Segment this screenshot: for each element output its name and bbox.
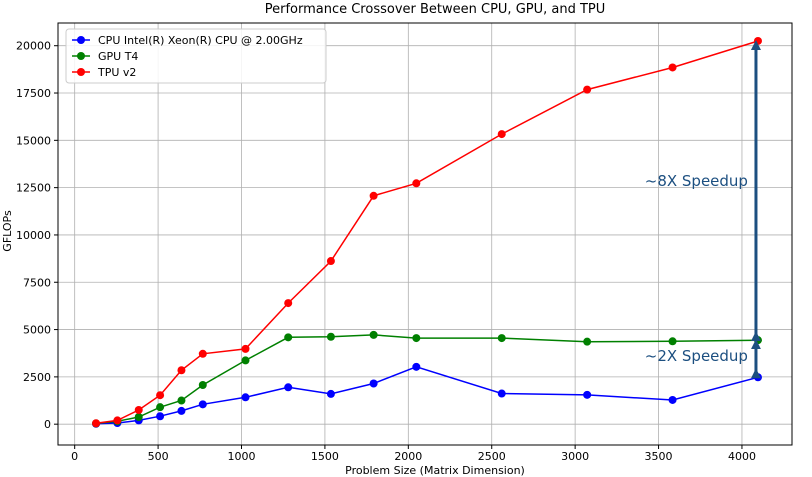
y-tick-label: 5000 <box>23 324 51 337</box>
y-tick-label: 12500 <box>16 182 51 195</box>
x-tick-label: 3000 <box>561 450 589 463</box>
data-point <box>156 391 165 400</box>
legend-entry: GPU T4 <box>98 50 138 63</box>
x-tick-label: 0 <box>71 450 78 463</box>
data-point <box>753 373 762 382</box>
data-point <box>241 344 250 353</box>
data-point <box>412 362 421 371</box>
y-tick-label: 2500 <box>23 371 51 384</box>
data-point <box>369 191 378 200</box>
series-1 <box>92 330 762 428</box>
speedup-label: ~2X Speedup <box>645 347 748 365</box>
y-tick-label: 7500 <box>23 276 51 289</box>
x-tick-label: 1000 <box>228 450 256 463</box>
data-point <box>412 179 421 188</box>
data-point <box>198 381 207 390</box>
data-point <box>583 390 592 399</box>
legend-entry: CPU Intel(R) Xeon(R) CPU @ 2.00GHz <box>98 34 303 47</box>
data-point <box>412 334 421 343</box>
x-axis-label: Problem Size (Matrix Dimension) <box>345 464 525 477</box>
data-point <box>497 130 506 139</box>
data-point <box>753 336 762 345</box>
legend-marker <box>77 36 85 44</box>
data-point <box>668 337 677 346</box>
y-tick-label: 0 <box>44 418 51 431</box>
data-point <box>326 257 335 266</box>
data-point <box>668 395 677 404</box>
data-point <box>156 403 165 412</box>
x-tick-label: 1500 <box>311 450 339 463</box>
x-tick-label: 2500 <box>478 450 506 463</box>
series-0 <box>92 362 762 428</box>
data-point <box>369 330 378 339</box>
data-point <box>92 419 101 428</box>
x-tick-label: 2000 <box>394 450 422 463</box>
chart-title: Performance Crossover Between CPU, GPU, … <box>265 2 606 17</box>
data-point <box>177 406 186 415</box>
series-2 <box>92 36 762 428</box>
data-point <box>583 85 592 94</box>
data-point <box>198 400 207 409</box>
data-point <box>369 379 378 388</box>
legend: CPU Intel(R) Xeon(R) CPU @ 2.00GHz GPU T4… <box>65 28 327 84</box>
data-point <box>583 337 592 346</box>
series-layer <box>92 36 762 428</box>
axes <box>57 22 793 446</box>
data-point <box>241 356 250 365</box>
data-point <box>177 366 186 375</box>
y-tick-label: 17500 <box>16 87 51 100</box>
data-point <box>134 405 143 414</box>
data-point <box>668 63 677 72</box>
data-point <box>198 349 207 358</box>
ticks: 0 500 1000 1500 2000 2500 3000 3500 4000 0 2500 500… <box>16 40 756 463</box>
data-point <box>326 389 335 398</box>
legend-entry: TPU v2 <box>97 66 136 79</box>
data-point <box>241 393 250 402</box>
y-axis-label: GFLOPs <box>1 210 14 252</box>
x-tick-label: 4000 <box>728 450 756 463</box>
data-point <box>284 333 293 342</box>
data-point <box>497 389 506 398</box>
legend-box <box>65 28 327 84</box>
data-point <box>284 383 293 392</box>
y-tick-label: 10000 <box>16 229 51 242</box>
data-point <box>497 334 506 343</box>
data-point <box>326 332 335 341</box>
x-tick-label: 500 <box>148 450 169 463</box>
x-tick-label: 3500 <box>645 450 673 463</box>
y-tick-label: 15000 <box>16 134 51 147</box>
legend-marker <box>77 52 85 60</box>
data-point <box>113 416 122 425</box>
data-point <box>753 36 762 45</box>
y-tick-label: 20000 <box>16 40 51 53</box>
legend-marker <box>77 68 85 76</box>
grid <box>58 23 792 445</box>
data-point <box>134 412 143 421</box>
plot-frame <box>57 22 793 446</box>
data-point <box>177 396 186 405</box>
speedup-label: ~8X Speedup <box>645 172 748 190</box>
annotations-layer: ~8X Speedup ~2X Speedup <box>645 39 761 379</box>
data-point <box>284 299 293 308</box>
data-point <box>156 412 165 421</box>
